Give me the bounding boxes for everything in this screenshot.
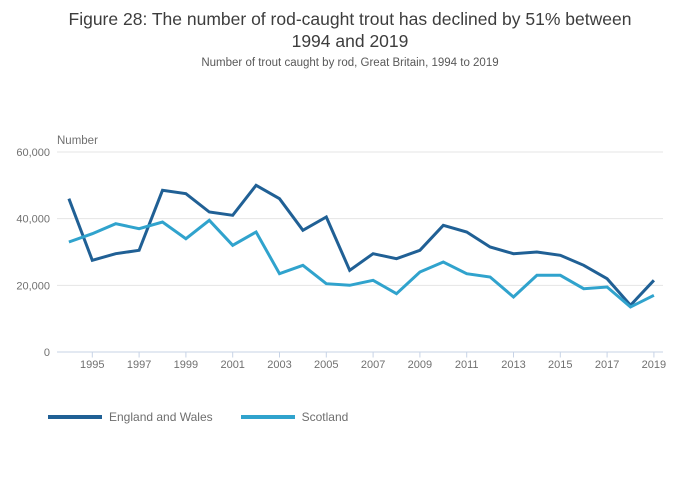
x-tick-label: 2019 [642, 359, 666, 371]
scotland-line-swatch [240, 415, 295, 419]
x-tick-label: 1997 [127, 359, 151, 371]
series-line-scotland [68, 218, 655, 309]
y-tick-label: 40,000 [16, 214, 50, 226]
x-tick-label: 2011 [455, 359, 479, 371]
y-tick-label: 0 [44, 347, 50, 359]
legend-item-england-and-wales: England and Wales [48, 410, 213, 424]
line-chart-plot-area: 0 20,000 40,000 60,000 1995 1997 1999 2001 2003 2… [16, 147, 666, 371]
chart-title-line1: Figure 28: The number of rod-caught trou… [68, 9, 632, 29]
x-tick-label: 2013 [501, 359, 525, 371]
chart-legend: England and Wales Scotland [48, 410, 348, 424]
x-tick-label: 2007 [361, 359, 385, 371]
y-tick-label: 20,000 [16, 280, 50, 292]
x-tick-label: 2015 [548, 359, 572, 371]
x-tick-label: 1995 [80, 359, 104, 371]
x-tick-label: 2003 [267, 359, 291, 371]
x-tick-label: 2005 [314, 359, 338, 371]
x-tick-label: 1999 [174, 359, 198, 371]
legend-item-scotland: Scotland [240, 410, 349, 424]
legend-label-scotland: Scotland [301, 410, 349, 424]
y-tick-label: 60,000 [16, 147, 50, 159]
y-axis-unit-label: Number [57, 135, 98, 147]
legend-label-england-and-wales: England and Wales [109, 410, 213, 424]
chart-subtitle: Number of trout caught by rod, Great Bri… [201, 57, 499, 69]
x-tick-label: 2017 [595, 359, 619, 371]
x-tick-label: 2009 [408, 359, 432, 371]
england-and-wales-line-swatch [48, 415, 102, 419]
chart-title: Figure 28: The number of rod-caught trou… [0, 8, 700, 52]
x-tick-label: 2001 [220, 359, 244, 371]
series-line-england-and-wales [67, 183, 655, 308]
chart-title-line2: 1994 and 2019 [291, 31, 409, 51]
